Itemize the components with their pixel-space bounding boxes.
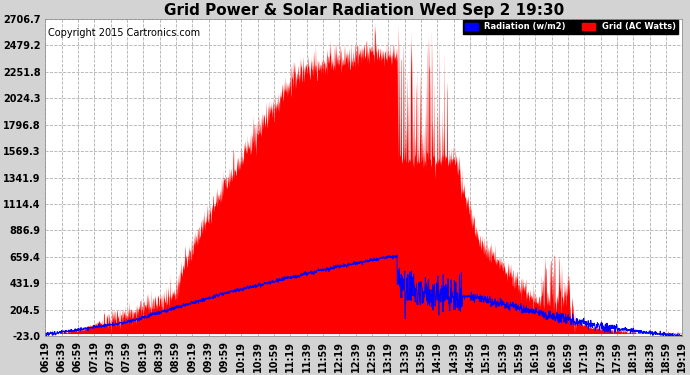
Legend: Radiation (w/m2), Grid (AC Watts): Radiation (w/m2), Grid (AC Watts) <box>462 20 678 34</box>
Text: Copyright 2015 Cartronics.com: Copyright 2015 Cartronics.com <box>48 28 201 39</box>
Title: Grid Power & Solar Radiation Wed Sep 2 19:30: Grid Power & Solar Radiation Wed Sep 2 1… <box>164 3 564 18</box>
